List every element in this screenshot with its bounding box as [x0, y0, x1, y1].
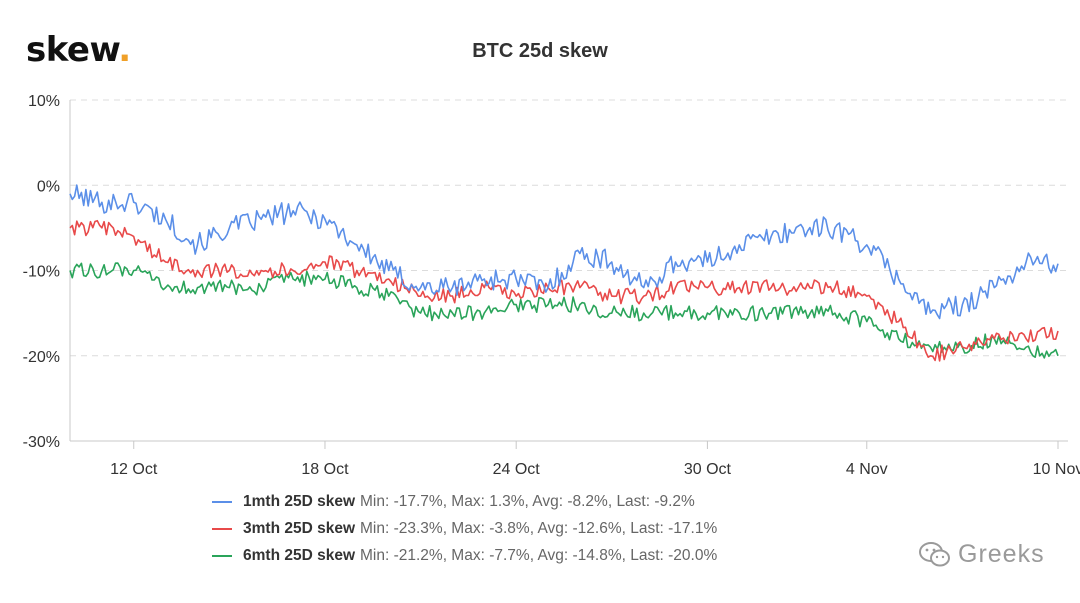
legend-series-stats: Min: -17.7%, Max: 1.3%, Avg: -8.2%, Last… — [360, 492, 695, 510]
x-tick-label: 24 Oct — [493, 461, 541, 478]
watermark-text: Greeks — [958, 540, 1045, 568]
legend-series-stats: Min: -23.3%, Max: -3.8%, Avg: -12.6%, La… — [360, 519, 718, 537]
x-tick-label: 10 Nov — [1033, 461, 1080, 478]
legend-series-name: 1mth 25D skew — [243, 492, 355, 510]
x-tick-label: 12 Oct — [110, 461, 158, 478]
y-tick-label: 0% — [37, 178, 60, 195]
legend-item[interactable]: 6mth 25D skew Min: -21.2%, Max: -7.7%, Av… — [212, 542, 717, 569]
legend-swatch — [212, 527, 232, 530]
legend-series-name: 3mth 25D skew — [243, 519, 355, 537]
y-tick-label: -20% — [23, 349, 60, 366]
x-tick-label: 4 Nov — [846, 461, 888, 478]
legend-item[interactable]: 1mth 25D skew Min: -17.7%, Max: 1.3%, Avg… — [212, 488, 717, 515]
y-tick-label: 10% — [28, 93, 60, 110]
series-line-3mth — [69, 219, 1059, 362]
wechat-icon — [919, 541, 950, 566]
brand-name: skew — [26, 30, 119, 70]
legend-series-name: 6mth 25D skew — [243, 546, 355, 564]
watermark: Greeks — [918, 540, 1045, 569]
brand-dot: . — [118, 30, 131, 70]
x-tick-label: 18 Oct — [301, 461, 349, 478]
chart-legend: 1mth 25D skew Min: -17.7%, Max: 1.3%, Avg… — [212, 488, 717, 569]
legend-swatch — [212, 554, 232, 557]
legend-series-stats: Min: -21.2%, Max: -7.7%, Avg: -14.8%, La… — [360, 546, 718, 564]
legend-item[interactable]: 3mth 25D skew Min: -23.3%, Max: -3.8%, Av… — [212, 515, 717, 542]
series-line-1mth — [69, 184, 1059, 320]
chart-title: BTC 25d skew — [472, 40, 608, 62]
legend-swatch — [212, 500, 232, 503]
series-line-6mth — [69, 262, 1059, 359]
line-chart: 10% 0% -10% -20% -30% 12 Oct 18 Oct 24 Oct 30 Oc… — [23, 93, 1080, 478]
y-tick-label: -10% — [23, 264, 60, 281]
skew-logo: skew. — [26, 30, 131, 70]
x-tick-label: 30 Oct — [684, 461, 732, 478]
y-tick-label: -30% — [23, 434, 60, 451]
